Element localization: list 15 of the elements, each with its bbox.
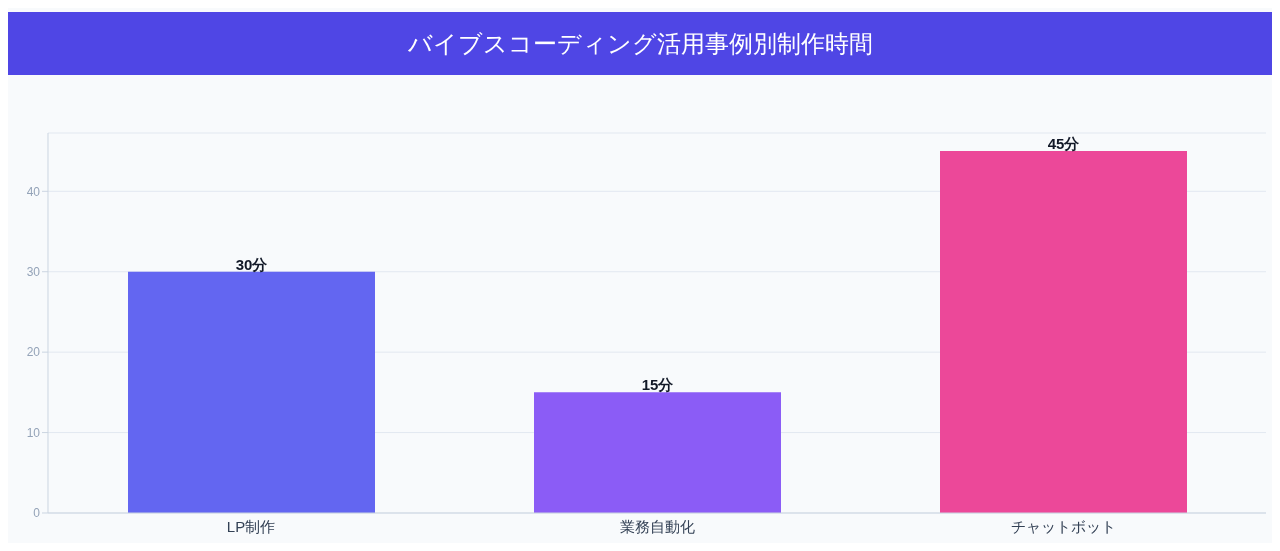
bar: [940, 151, 1187, 513]
bar: [128, 271, 375, 513]
x-tick-label: 業務自動化: [619, 517, 695, 535]
data-label: 15分: [641, 376, 675, 394]
bar: [534, 392, 781, 513]
data-label: 30分: [235, 255, 269, 273]
y-tick-label: 30: [26, 264, 41, 279]
x-tick-label: LP制作: [226, 517, 276, 535]
y-tick-label: 20: [26, 345, 41, 360]
chart-title: バイブスコーディング活用事例別制作時間: [8, 12, 1272, 75]
y-tick-label: 0: [33, 506, 41, 521]
y-tick-label: 40: [26, 184, 41, 199]
y-tick-label: 10: [26, 425, 41, 440]
data-label: 45分: [1047, 135, 1081, 153]
x-tick-label: チャットボット: [1010, 517, 1116, 535]
